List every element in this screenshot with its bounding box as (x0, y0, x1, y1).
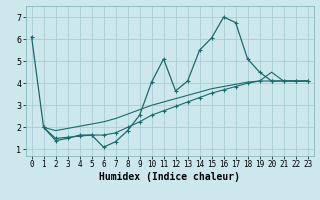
X-axis label: Humidex (Indice chaleur): Humidex (Indice chaleur) (99, 172, 240, 182)
